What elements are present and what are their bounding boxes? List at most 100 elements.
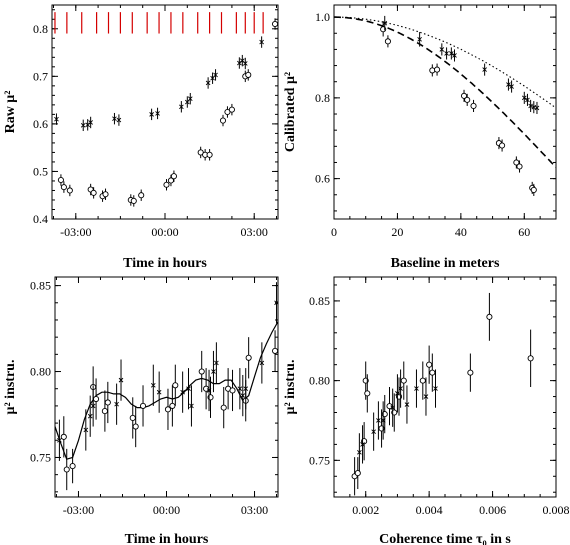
cross-marker [380,418,386,423]
circle-marker [69,463,76,470]
cross-marker [118,377,124,383]
data-point [259,36,264,48]
circle-marker [527,355,534,362]
x-tick-label: 03:00 [241,225,268,239]
x-tick-label: 00:00 [153,503,180,517]
data-point [189,385,194,427]
data-point [101,390,108,432]
circle-marker [460,92,468,99]
circle-marker [164,406,172,413]
data-point [87,395,93,437]
y-tick-label: 0.5 [33,164,48,178]
cross-marker [206,388,212,393]
cross-marker [189,403,194,409]
circle-marker [139,402,147,409]
data-point [534,101,540,115]
circle-marker [426,361,433,368]
data-point [114,383,119,425]
circle-marker [400,377,407,384]
x-axis-label: Baseline in meters [391,256,500,271]
data-point [228,103,235,116]
x-tick-label: -03:00 [63,503,94,517]
cross-marker [155,111,160,116]
cross-marker [274,300,278,306]
data-point [439,43,445,56]
cross-marker [371,429,376,434]
y-tick-label: 0.4 [33,212,48,226]
y-tick-label: 0.7 [33,69,48,83]
y-tick-label: 0.85 [309,294,330,308]
circle-marker [198,368,205,375]
circle-marker [470,102,477,109]
data-point [499,139,506,152]
cross-marker [521,95,527,101]
cross-marker [357,450,362,455]
data-point [211,350,216,393]
cross-marker [398,386,403,391]
cross-marker [88,120,93,125]
circle-marker [93,395,100,403]
circle-marker [419,377,426,384]
cross-marker [186,386,191,392]
cross-marker [423,394,429,399]
x-tick-label: 40 [455,225,467,239]
cross-marker [376,418,381,423]
data-point [414,369,419,408]
data-point [243,368,249,410]
cross-marker [433,386,438,391]
cross-marker [390,405,395,411]
data-point [404,385,410,424]
data-point [132,405,139,448]
data-point [184,96,190,108]
cross-marker [525,97,530,103]
model-curve-dashed [334,16,556,168]
data-point [83,409,89,451]
cross-marker [114,401,119,407]
data-point [112,112,117,125]
data-point [390,388,395,427]
data-point [240,374,246,417]
data-point [187,92,193,105]
data-point [382,15,388,31]
data-point [155,107,160,120]
data-point [54,113,59,125]
data-point [467,353,474,392]
data-point [149,108,154,121]
circle-marker [364,390,371,397]
data-point [180,371,185,413]
circle-marker [530,186,537,193]
data-point [57,419,62,461]
data-point [202,149,209,161]
cross-marker [417,37,422,42]
data-point [506,78,511,91]
data-point [528,99,533,112]
data-point [205,77,211,89]
cross-marker [242,61,248,66]
circle-marker [516,163,523,170]
data-point [156,371,162,413]
circle-marker [464,96,471,103]
circle-marker [132,423,139,430]
x-tick-label: 03:00 [241,503,268,517]
data-point [384,35,391,48]
data-point [351,457,358,496]
y-axis-label: μ² instru. [3,360,18,415]
cross-marker [506,82,511,87]
y-tick-label: 0.8 [315,91,330,105]
circle-marker [245,71,252,78]
cross-marker [404,402,410,407]
data-point [376,401,381,440]
circle-marker [245,354,252,361]
circle-marker [271,20,278,28]
data-point [395,374,400,413]
circle-marker [434,66,441,73]
data-point [245,69,252,81]
y-tick-label: 0.75 [309,453,330,467]
data-point [206,369,212,412]
data-point [186,368,191,410]
cross-marker [112,116,117,121]
data-point [224,106,231,118]
panel-top-left: -03:00 00:00 03:00 0.4 0.5 0.6 0.7 0.8 Time in h… [3,4,279,271]
data-point [516,160,523,173]
